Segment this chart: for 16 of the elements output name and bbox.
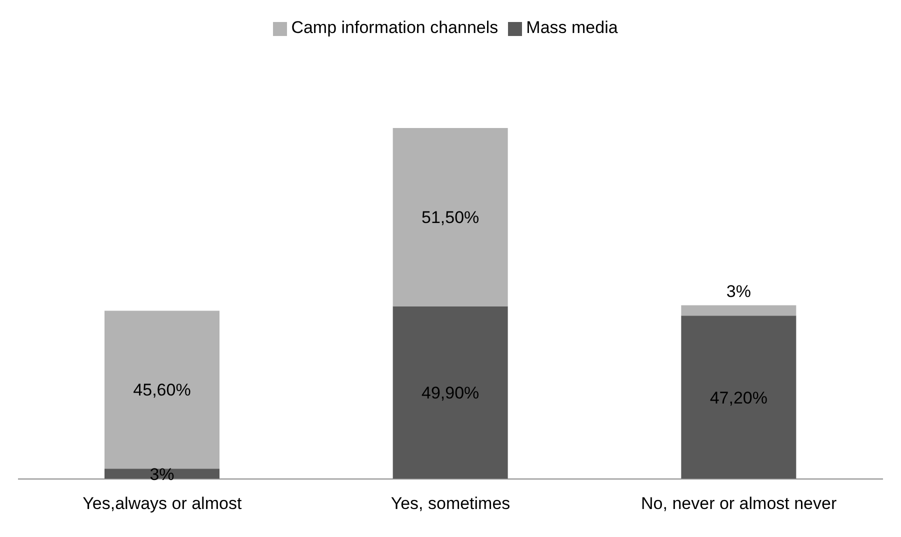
legend-label: Camp information channels — [291, 18, 498, 37]
x-tick-label: Yes, sometimes — [390, 494, 510, 514]
bar — [681, 316, 796, 479]
x-tick-label: Yes,always or almost — [82, 494, 242, 514]
data-label: 3% — [726, 282, 751, 302]
data-label: 3% — [150, 464, 174, 484]
bar — [681, 305, 796, 316]
legend-label: Mass media — [526, 18, 618, 37]
data-label: 49,90% — [421, 384, 480, 403]
bar — [392, 128, 508, 306]
bar — [392, 306, 508, 479]
x-tick-label: No, never or almost never — [641, 494, 837, 514]
data-label: 47,20% — [710, 388, 768, 408]
bar — [104, 310, 220, 469]
data-label: 45,60% — [133, 380, 191, 400]
data-label: 51,50% — [421, 208, 480, 228]
